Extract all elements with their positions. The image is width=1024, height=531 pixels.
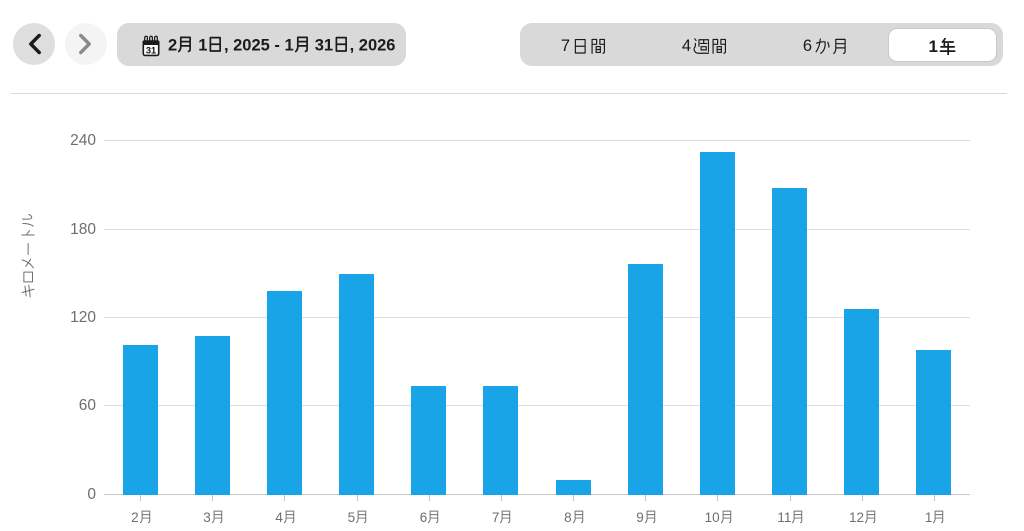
svg-text:31: 31 <box>146 45 156 55</box>
